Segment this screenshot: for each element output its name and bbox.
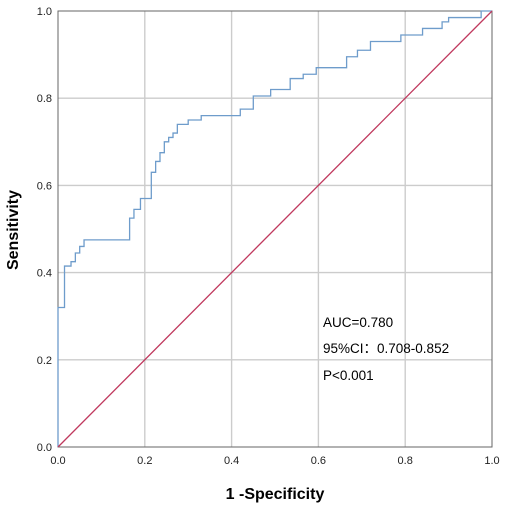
x-axis-label: 1 -Specificity bbox=[226, 486, 325, 503]
reference-line bbox=[57, 10, 493, 448]
ci-annotation: 95%CI：0.708-0.852 bbox=[323, 341, 449, 356]
y-tick-label: 1.0 bbox=[37, 6, 52, 18]
x-tick-label: 0.0 bbox=[50, 455, 65, 467]
y-tick-label: 0.0 bbox=[37, 442, 52, 454]
y-tick-label: 0.2 bbox=[37, 355, 52, 367]
x-tick-label: 0.6 bbox=[311, 455, 326, 467]
x-tick-label: 0.4 bbox=[224, 455, 239, 467]
y-tick-label: 0.4 bbox=[37, 268, 52, 280]
y-axis-ticks: 0.0 0.2 0.4 0.6 0.8 1.0 bbox=[37, 6, 52, 454]
grid bbox=[58, 11, 492, 447]
y-tick-label: 0.6 bbox=[37, 180, 52, 192]
x-axis-ticks: 0.0 0.2 0.4 0.6 0.8 1.0 bbox=[50, 455, 499, 467]
x-tick-label: 1.0 bbox=[484, 455, 499, 467]
y-axis-label: Sensitivity bbox=[5, 190, 22, 270]
auc-annotation: AUC=0.780 bbox=[323, 315, 393, 330]
x-tick-label: 0.2 bbox=[137, 455, 152, 467]
series-layer bbox=[57, 10, 493, 448]
p-value-annotation: P<0.001 bbox=[323, 368, 374, 383]
x-tick-label: 0.8 bbox=[398, 455, 413, 467]
roc-curve bbox=[57, 10, 492, 447]
y-tick-label: 0.8 bbox=[37, 93, 52, 105]
plot-area-frame bbox=[57, 10, 493, 448]
